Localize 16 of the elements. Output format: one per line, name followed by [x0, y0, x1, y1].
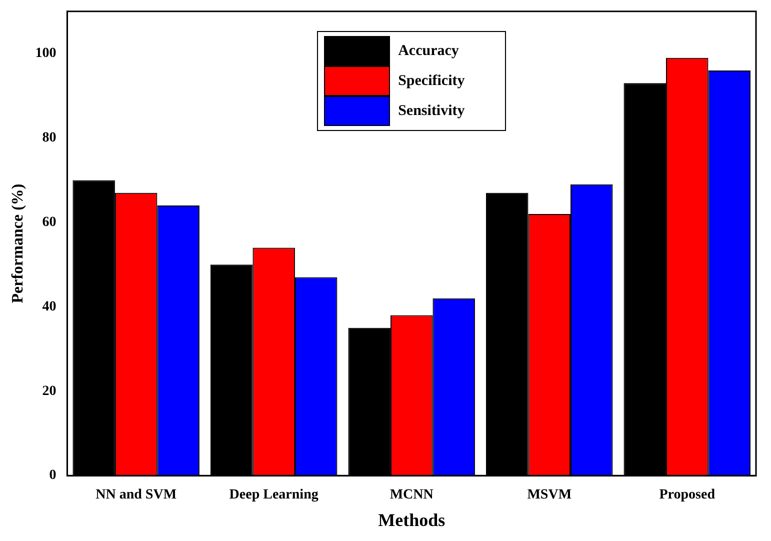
y-axis-title: Performance (%): [10, 184, 27, 304]
y-tick-label: 100: [35, 46, 56, 62]
legend-label: Sensitivity: [398, 102, 465, 120]
legend-label: Accuracy: [398, 42, 459, 60]
x-tick-label: Proposed: [659, 488, 716, 503]
y-tick-label: 20: [42, 384, 56, 399]
x-tick-label: NN and SVM: [96, 488, 177, 503]
legend-label: Specificity: [398, 72, 465, 90]
x-tick-label: MSVM: [527, 488, 572, 503]
x-tick-label: MCNN: [390, 488, 434, 503]
y-tick-label: 40: [42, 299, 56, 314]
y-tick-label: 80: [42, 130, 56, 146]
y-tick-label: 0: [49, 468, 56, 484]
x-tick-label: Deep Learning: [229, 488, 318, 503]
x-axis-title: Methods: [378, 510, 446, 530]
y-tick-label: 60: [42, 215, 56, 230]
